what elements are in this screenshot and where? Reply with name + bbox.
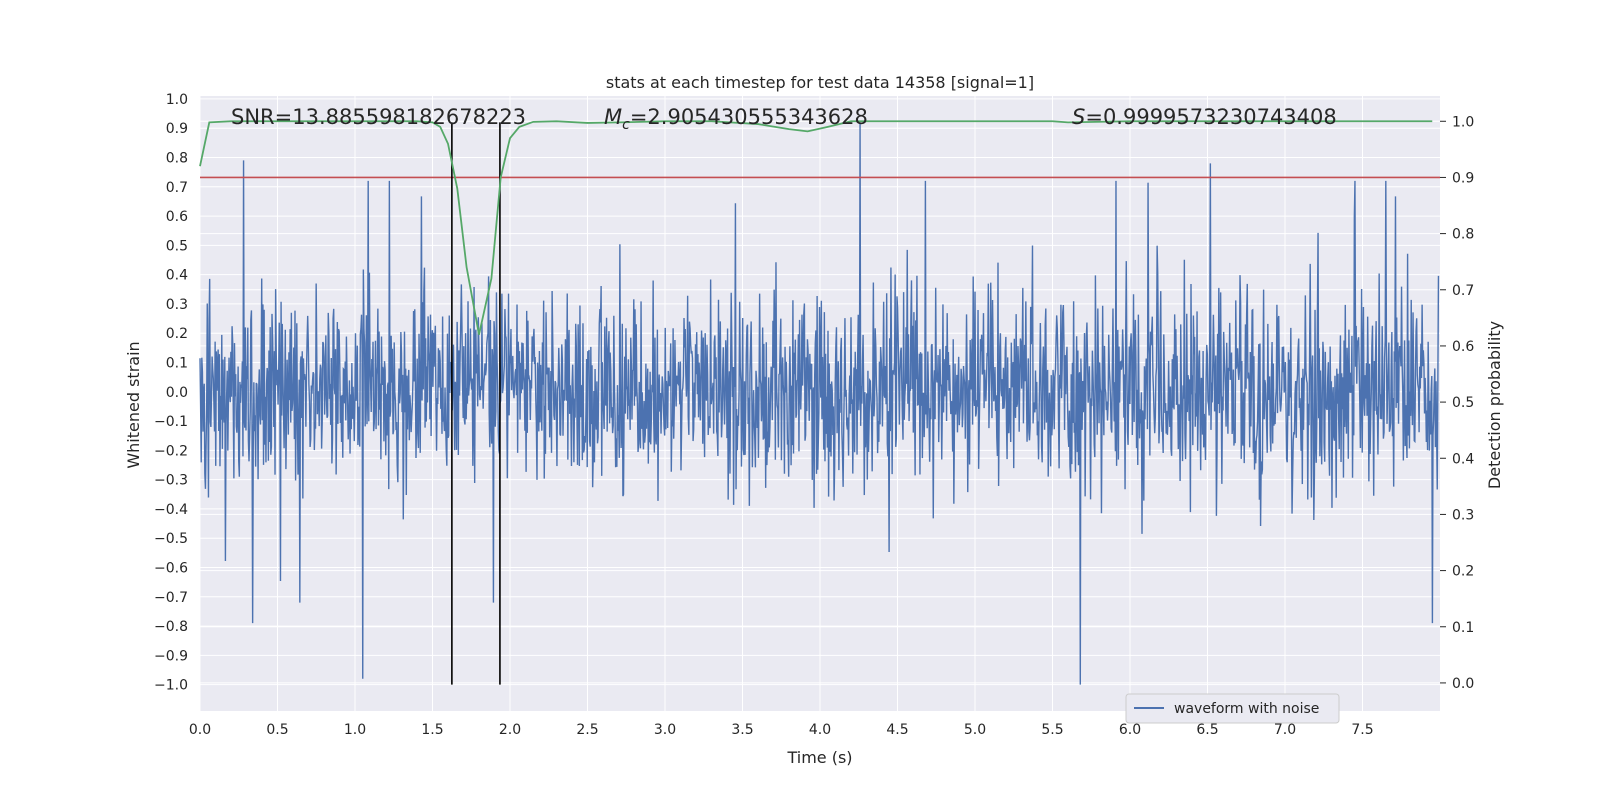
y-left-tick-label: −0.7 (154, 590, 188, 606)
y-left-tick-label: 0.4 (166, 268, 188, 284)
x-tick-label: 5.5 (1041, 722, 1063, 738)
vertical-marker-lines (451, 122, 501, 685)
x-tick-label: 4.5 (886, 722, 908, 738)
y-left-tick-label: 0.6 (166, 209, 188, 225)
y-right-tick-label: 0.8 (1452, 227, 1474, 243)
y-left-tick-label: 0.2 (166, 326, 188, 342)
x-axis-label: Time (s) (786, 748, 852, 767)
y-left-tick-label: −0.1 (154, 414, 188, 430)
chart-title: stats at each timestep for test data 143… (606, 73, 1034, 92)
y-axis-right-label: Detection probability (1485, 321, 1504, 489)
y-right-tick-label: 0.2 (1452, 564, 1474, 580)
y-left-tick-label: 0.9 (166, 121, 188, 137)
x-tick-label: 0.0 (189, 722, 211, 738)
x-tick-label: 6.5 (1196, 722, 1218, 738)
y-right-tick-label: 0.9 (1452, 170, 1474, 186)
y-left-tick-label: −1.0 (154, 678, 188, 694)
y-right-tick-label: 1.0 (1452, 114, 1474, 130)
y-right-tick-label: 0.6 (1452, 339, 1474, 355)
y-axis-left-label: Whitened strain (124, 341, 143, 468)
legend-label: waveform with noise (1174, 701, 1319, 717)
y-left-tick-label: 0.1 (166, 356, 188, 372)
y-left-tick-label: −0.8 (154, 619, 188, 635)
x-tick-label: 1.5 (421, 722, 443, 738)
legend-box (1125, 693, 1340, 724)
y-left-tick-label: 0.3 (166, 297, 188, 313)
waveform-line (199, 122, 1440, 685)
x-tick-label: 2.5 (576, 722, 598, 738)
x-tick-label: 3.5 (731, 722, 753, 738)
snr-annotation: SNR=13.885598182678223 (231, 105, 526, 129)
x-tick-label: 0.5 (266, 722, 288, 738)
x-tick-label: 1.0 (344, 722, 366, 738)
y-right-tick-label: 0.5 (1452, 395, 1474, 411)
y-left-tick-label: −0.9 (154, 648, 188, 664)
y-left-tick-label: −0.6 (154, 561, 188, 577)
y-left-tick-label: −0.3 (154, 473, 188, 489)
grid-lines (199, 96, 1440, 711)
chirp-mass-subscript: c (622, 117, 630, 133)
detection-probability-series (199, 120, 1433, 335)
y-right-tick-label: 0.0 (1452, 676, 1474, 692)
x-tick-label: 4.0 (809, 722, 831, 738)
x-tick-label: 7.5 (1351, 722, 1373, 738)
y-right-tick-label: 0.7 (1452, 283, 1474, 299)
y-right-tick-label: 0.4 (1452, 451, 1474, 467)
x-tick-label: 7.0 (1274, 722, 1296, 738)
y-right-tick-label: 0.3 (1452, 507, 1474, 523)
x-tick-label: 2.0 (499, 722, 521, 738)
y-left-tick-label: 1.0 (166, 92, 188, 108)
y-left-tick-label: −0.2 (154, 443, 188, 459)
y-left-tick-label: 0.0 (166, 385, 188, 401)
y-left-tick-label: −0.5 (154, 531, 188, 547)
chirp-mass-annotation: Mc=2.905430555343628 (604, 105, 868, 133)
y-left-tick-label: 0.7 (166, 180, 188, 196)
detection-probability-line (199, 120, 1433, 335)
chirp-mass-value: =2.905430555343628 (630, 105, 868, 129)
score-symbol: S (1072, 105, 1085, 129)
score-annotation: S=0.9999573230743408 (1072, 105, 1337, 129)
chirp-mass-symbol: M (604, 105, 622, 129)
y-left-tick-label: 0.8 (166, 151, 188, 167)
legend: waveform with noise (1125, 693, 1340, 724)
y-right-tick-label: 0.1 (1452, 620, 1474, 636)
y-left-tick-label: −0.4 (154, 502, 188, 518)
axis-ticks: 0.0 0.5 1.0 1.5 2.0 2.5 3.0 3.5 4.0 4.5 5.0 5.5 6.0 6… (154, 92, 1474, 738)
x-tick-label: 6.0 (1119, 722, 1141, 738)
score-value: =0.9999573230743408 (1085, 105, 1336, 129)
x-tick-label: 5.0 (964, 722, 986, 738)
y-left-tick-label: 0.5 (166, 238, 188, 254)
waveform-series (199, 122, 1440, 685)
x-tick-label: 3.0 (654, 722, 676, 738)
